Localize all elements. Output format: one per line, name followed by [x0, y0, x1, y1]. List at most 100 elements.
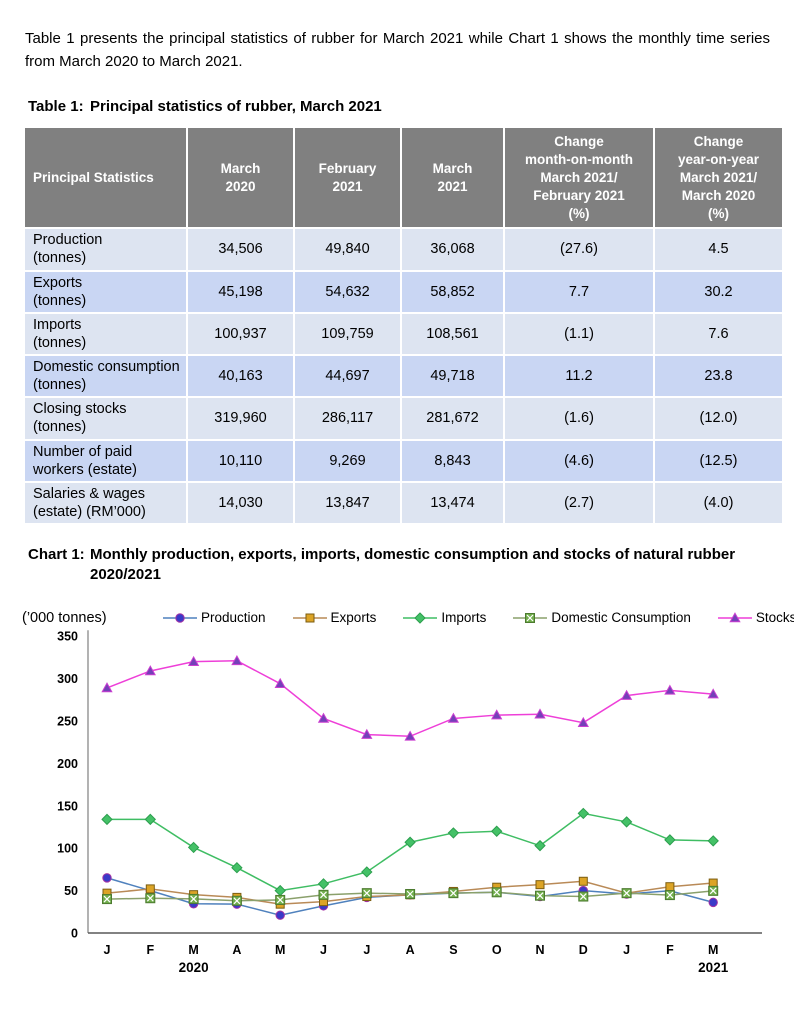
table-row: Imports (tonnes) 100,937 109,759 108,561 (1.1… [25, 313, 782, 355]
chart-title: Chart 1: Monthly production, exports, im… [28, 545, 770, 586]
legend-label: Exports [330, 610, 377, 626]
legend-items: Production Exports Imports Domestic Consump… [162, 610, 794, 625]
svg-text:200: 200 [57, 756, 78, 770]
cell-value: 49,718 [402, 356, 503, 397]
cell-value: 281,672 [402, 398, 503, 439]
svg-text:150: 150 [57, 799, 78, 813]
column-header: March 2020 [188, 128, 293, 228]
cell-value: 100,937 [188, 313, 293, 355]
cell-value: (4.6) [505, 440, 653, 481]
svg-text:300: 300 [57, 672, 78, 686]
cell-value: 54,632 [295, 271, 400, 312]
legend-item-stocks: Stocks [717, 610, 794, 625]
row-label: Closing stocks (tonnes) [25, 398, 186, 439]
legend-item-imports: Imports [402, 610, 486, 625]
table-row: Production (tonnes) 34,506 49,840 36,068 (27.… [25, 229, 782, 270]
table-row: Exports (tonnes) 45,198 54,632 58,852 7.7 30.2 [25, 271, 782, 312]
svg-text:100: 100 [57, 841, 78, 855]
cell-value: 7.6 [655, 313, 782, 355]
row-label: Imports (tonnes) [25, 313, 186, 355]
legend-label: Imports [441, 610, 487, 626]
cell-value: 45,198 [188, 271, 293, 312]
x-axis-labels: J F M A M J J A S O N D J F M 2020 2021 [104, 943, 729, 975]
cell-value: 40,163 [188, 356, 293, 397]
cell-value: (2.7) [505, 482, 653, 524]
square-x-marker-icon [513, 612, 548, 623]
cell-value: 9,269 [295, 440, 400, 481]
row-label: Production (tonnes) [25, 229, 186, 270]
chart-title-prefix: Chart 1: [28, 546, 85, 564]
table-title-text: Principal statistics of rubber, March 20… [90, 98, 382, 115]
circle-marker-icon [163, 612, 197, 623]
svg-text:250: 250 [57, 714, 78, 728]
svg-text:J: J [623, 943, 630, 957]
table-row: Closing stocks (tonnes) 319,960 286,117 281,… [25, 398, 782, 439]
cell-value: (1.1) [505, 313, 653, 355]
table-title-prefix: Table 1: [28, 98, 84, 115]
svg-text:350: 350 [57, 629, 78, 643]
svg-text:J: J [104, 943, 111, 957]
cell-value: 13,847 [295, 482, 400, 524]
svg-text:F: F [146, 943, 154, 957]
cell-value: (12.0) [655, 398, 782, 439]
cell-value: 14,030 [188, 482, 293, 524]
table-row: Domestic consumption (tonnes) 40,163 44,697… [25, 356, 782, 397]
series-imports [101, 807, 719, 896]
cell-value: 36,068 [402, 229, 503, 270]
cell-value: (27.6) [505, 229, 653, 270]
cell-value: 44,697 [295, 356, 400, 397]
cell-value: 108,561 [402, 313, 503, 355]
chart-svg: 0 50 100 150 200 250 300 350 J F M A M J J A S O N D J F M 2020… [57, 629, 762, 975]
table-header-row: Principal Statistics March 2020 February 202… [25, 128, 782, 228]
column-header: February 2021 [295, 128, 400, 228]
chart-title-line2: 2020/2021 [90, 566, 161, 584]
cell-value: 13,474 [402, 482, 503, 524]
cell-value: 8,843 [402, 440, 503, 481]
svg-text:A: A [406, 943, 415, 957]
column-header: Principal Statistics [25, 128, 186, 228]
legend-item-domestic-consumption: Domestic Consumption [512, 610, 691, 625]
cell-value: 34,506 [188, 229, 293, 270]
svg-text:D: D [579, 943, 588, 957]
table-row: Number of paid workers (estate) 10,110 9,26… [25, 440, 782, 481]
row-label: Number of paid workers (estate) [25, 440, 186, 481]
svg-text:J: J [320, 943, 327, 957]
y-axis-unit-label: (’000 tonnes) [22, 609, 107, 626]
year-label: 2020 [179, 960, 209, 975]
svg-text:M: M [188, 943, 198, 957]
cell-value: 286,117 [295, 398, 400, 439]
svg-text:0: 0 [71, 926, 78, 940]
legend-item-exports: Exports [292, 610, 377, 626]
legend-item-production: Production [162, 610, 266, 625]
triangle-marker-icon [717, 611, 752, 622]
principal-statistics-table: Principal Statistics March 2020 February 202… [23, 126, 784, 525]
chart-legend: (’000 tonnes) Production Exports Imports Do… [22, 610, 794, 626]
table-body: Production (tonnes) 34,506 49,840 36,068 (27.… [25, 229, 782, 524]
cell-value: 319,960 [188, 398, 293, 439]
cell-value: 11.2 [505, 356, 653, 397]
row-label: Salaries & wages (estate) (RM’000) [25, 482, 186, 524]
series-stocks [101, 654, 719, 741]
chart-title-line1: Monthly production, exports, imports, do… [90, 546, 736, 564]
column-header: March 2021 [402, 128, 503, 228]
column-header: Change year-on-year March 2021/March 2020(… [655, 128, 782, 228]
svg-text:F: F [666, 943, 674, 957]
svg-text:J: J [363, 943, 370, 957]
svg-text:A: A [232, 943, 241, 957]
cell-value: 109,759 [295, 313, 400, 355]
column-header: Change month-on-month March 2021/February … [505, 128, 653, 228]
svg-text:N: N [535, 943, 544, 957]
y-axis-labels: 0 50 100 150 200 250 300 350 [57, 629, 78, 940]
diamond-marker-icon [403, 611, 438, 624]
cell-value: 58,852 [402, 271, 503, 312]
cell-value: 30.2 [655, 271, 782, 312]
svg-text:O: O [492, 943, 502, 957]
legend-label: Stocks [755, 610, 794, 626]
series-domestic-consumption [102, 885, 719, 906]
row-label: Domestic consumption (tonnes) [25, 356, 186, 397]
square-marker-icon [292, 613, 327, 623]
table-row: Salaries & wages (estate) (RM’000) 14,030 1… [25, 482, 782, 524]
row-label: Exports (tonnes) [25, 271, 186, 312]
table-title: Table 1: Principal statistics of rubber,… [28, 97, 770, 117]
cell-value: 7.7 [505, 271, 653, 312]
